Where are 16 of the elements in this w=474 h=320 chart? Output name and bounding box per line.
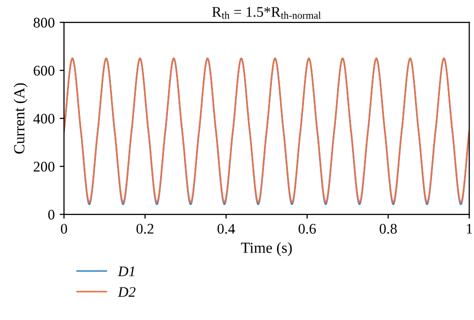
- x-axis-title: Time (s): [241, 242, 292, 256]
- legend-label: D1: [118, 266, 134, 276]
- y-axis-title: Current (A): [14, 83, 28, 154]
- chart-title: R$_{th}$ = 1.5*R$_{th-normal}$: [212, 7, 321, 19]
- y-tick-label: 0: [48, 210, 54, 220]
- y-tick-label: 600: [34, 66, 54, 76]
- y-tick-label: 200: [34, 162, 54, 172]
- x-tick-label: 0.4: [218, 224, 235, 234]
- legend-label: D2: [118, 287, 136, 297]
- x-tick-label: 1: [466, 224, 472, 234]
- x-tick-label: 0.8: [380, 224, 397, 234]
- y-tick-label: 800: [34, 18, 54, 28]
- x-tick-label: 0.2: [136, 224, 154, 234]
- x-tick-label: 0: [60, 224, 68, 234]
- x-tick-label: 0.6: [298, 224, 316, 234]
- y-tick-label: 400: [33, 114, 54, 124]
